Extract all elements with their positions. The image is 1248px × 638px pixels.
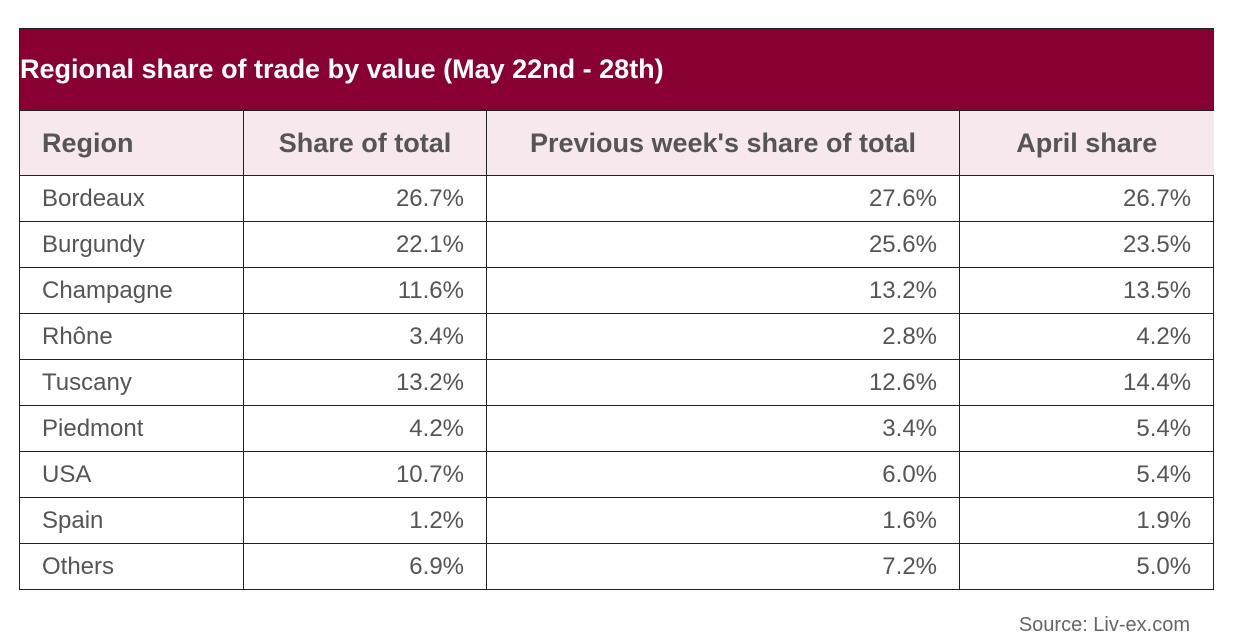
share-cell: 13.2% — [243, 359, 487, 406]
share-cell: 4.2% — [959, 313, 1215, 360]
share-cell: 5.4% — [959, 451, 1215, 498]
share-cell: 27.6% — [486, 175, 960, 222]
share-cell: 26.7% — [243, 175, 487, 222]
share-cell: 13.2% — [486, 267, 960, 314]
trade-table: Regional share of trade by value (May 22… — [18, 28, 1215, 590]
region-cell: Burgundy — [19, 221, 244, 268]
region-cell: Tuscany — [19, 359, 244, 406]
share-cell: 14.4% — [959, 359, 1215, 406]
share-cell: 3.4% — [486, 405, 960, 452]
share-cell: 1.9% — [959, 497, 1215, 544]
table-row: USA 10.7% 6.0% 5.4% — [19, 451, 1215, 498]
region-cell: Others — [19, 543, 244, 590]
share-cell: 10.7% — [243, 451, 487, 498]
share-cell: 5.0% — [959, 543, 1215, 590]
column-header: Region — [19, 110, 244, 176]
share-cell: 25.6% — [486, 221, 960, 268]
region-cell: Piedmont — [19, 405, 244, 452]
table-row: Burgundy 22.1% 25.6% 23.5% — [19, 221, 1215, 268]
table-title: Regional share of trade by value (May 22… — [18, 28, 1214, 111]
share-cell: 11.6% — [243, 267, 487, 314]
region-cell: USA — [19, 451, 244, 498]
share-cell: 6.9% — [243, 543, 487, 590]
share-cell: 2.8% — [486, 313, 960, 360]
table-wrap: Regional share of trade by value (May 22… — [18, 28, 1215, 590]
header-row: Region Share of total Previous week's shar… — [19, 110, 1214, 176]
table-row: Tuscany 13.2% 12.6% 14.4% — [19, 359, 1215, 406]
table-row: Spain 1.2% 1.6% 1.9% — [19, 497, 1215, 544]
table-row: Rhône 3.4% 2.8% 4.2% — [19, 313, 1215, 360]
column-header: April share — [959, 110, 1214, 176]
share-cell: 7.2% — [486, 543, 960, 590]
region-cell: Bordeaux — [19, 175, 244, 222]
table-row: Piedmont 4.2% 3.4% 5.4% — [19, 405, 1215, 452]
share-cell: 6.0% — [486, 451, 960, 498]
share-cell: 12.6% — [486, 359, 960, 406]
share-cell: 1.6% — [486, 497, 960, 544]
region-cell: Spain — [19, 497, 244, 544]
share-cell: 5.4% — [959, 405, 1215, 452]
column-header: Share of total — [243, 110, 487, 176]
table-row: Champagne 11.6% 13.2% 13.5% — [19, 267, 1215, 314]
share-cell: 26.7% — [959, 175, 1215, 222]
share-cell: 13.5% — [959, 267, 1215, 314]
table-row: Bordeaux 26.7% 27.6% 26.7% — [19, 175, 1215, 222]
share-cell: 23.5% — [959, 221, 1215, 268]
table-row: Others 6.9% 7.2% 5.0% — [19, 543, 1215, 590]
share-cell: 1.2% — [243, 497, 487, 544]
source-note: Source: Liv-ex.com — [1018, 614, 1190, 636]
region-cell: Rhône — [19, 313, 244, 360]
column-header: Previous week's share of total — [486, 110, 960, 176]
table-body: Bordeaux 26.7% 27.6% 26.7% Burgundy 22.1% 25.6… — [19, 175, 1215, 590]
share-cell: 4.2% — [243, 405, 487, 452]
share-cell: 3.4% — [243, 313, 487, 360]
region-cell: Champagne — [19, 267, 244, 314]
share-cell: 22.1% — [243, 221, 487, 268]
